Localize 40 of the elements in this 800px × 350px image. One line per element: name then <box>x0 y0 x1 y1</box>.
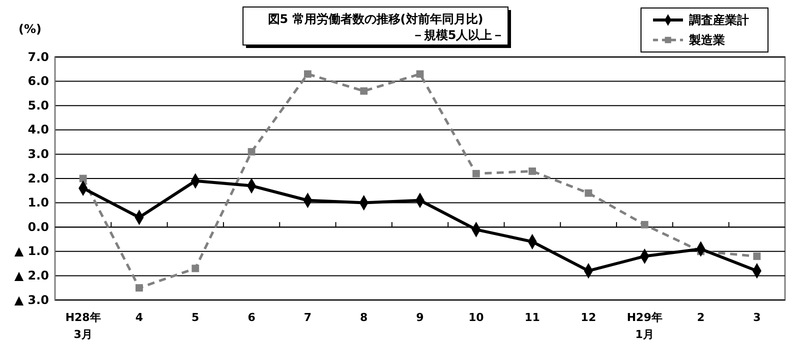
y-tick-label: 7.0 <box>28 50 49 64</box>
x-tick-label: 9 <box>416 311 424 324</box>
x-tick-label: 2 <box>696 311 705 324</box>
x-tick-label: 10 <box>468 311 484 324</box>
point <box>192 264 200 272</box>
y-tick-label: ▲ 3.0 <box>14 292 49 307</box>
point <box>79 174 87 182</box>
y-tick-label: 1.0 <box>28 196 49 210</box>
y-tick-label: 4.0 <box>28 122 49 137</box>
chart-subtitle: －規模5人以上－ <box>412 28 504 42</box>
x-tick-label: 6 <box>248 311 256 324</box>
point <box>304 70 312 78</box>
point <box>528 168 536 175</box>
x-tick-label: H29年 1月 <box>626 311 662 341</box>
x-tick-label: 11 <box>524 311 540 324</box>
x-tick-label: 12 <box>580 311 596 324</box>
x-tick-label: 5 <box>192 311 200 324</box>
y-tick-label: 2.0 <box>28 171 49 186</box>
x-tick-label: 7 <box>304 311 312 324</box>
y-tick-label: 5.0 <box>28 98 49 112</box>
legend-label: 製造業 <box>688 33 725 47</box>
x-tick-label: H28年 3月 <box>65 311 101 341</box>
point <box>248 148 256 156</box>
y-tick-label: 0.0 <box>28 220 49 234</box>
y-tick-label: ▲ 2.0 <box>14 268 49 283</box>
point <box>472 170 480 178</box>
y-tick-label: 6.0 <box>28 74 49 88</box>
legend-label: 調査産業計 <box>688 13 749 27</box>
point <box>136 284 143 292</box>
x-tick-label: 4 <box>135 311 144 324</box>
x-tick-label: 3 <box>753 311 761 324</box>
point <box>640 220 648 228</box>
y-axis-title: (%) <box>18 22 42 36</box>
point <box>584 189 592 197</box>
x-tick-label: 8 <box>360 311 368 324</box>
chart-title: 図5 常用労働者数の推移(対前年同月比) <box>268 12 484 26</box>
point <box>753 252 761 260</box>
point <box>360 87 368 95</box>
y-tick-label: 3.0 <box>28 147 49 162</box>
y-tick-label: ▲ 1.0 <box>14 244 49 258</box>
